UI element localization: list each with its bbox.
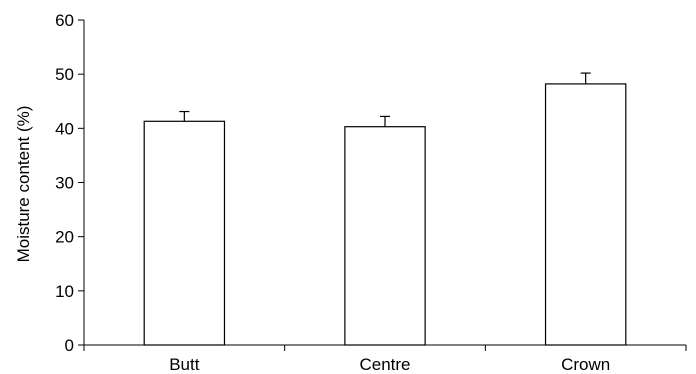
y-axis: 0 10 20 30 40 50 60 — [55, 11, 85, 355]
error-bars-group — [179, 72, 591, 127]
bars-group — [143, 83, 627, 346]
y-tick-label: 40 — [55, 119, 74, 138]
category-labels: Butt Centre Crown — [169, 355, 610, 374]
x-category-label: Centre — [359, 355, 410, 374]
x-category-label: Crown — [561, 355, 610, 374]
y-tick-label: 30 — [55, 174, 74, 193]
y-tick-label: 60 — [55, 11, 74, 30]
bar-butt — [143, 120, 226, 346]
y-tick-label: 20 — [55, 228, 74, 247]
bar-centre — [344, 126, 426, 346]
x-category-label: Butt — [169, 355, 200, 374]
y-tick-label: 50 — [55, 65, 74, 84]
y-tick-label: 10 — [55, 282, 74, 301]
y-axis-title: Moisture content (%) — [14, 106, 33, 263]
bar-crown — [544, 83, 627, 346]
x-axis — [83, 344, 687, 351]
y-tick-label: 0 — [65, 336, 74, 355]
